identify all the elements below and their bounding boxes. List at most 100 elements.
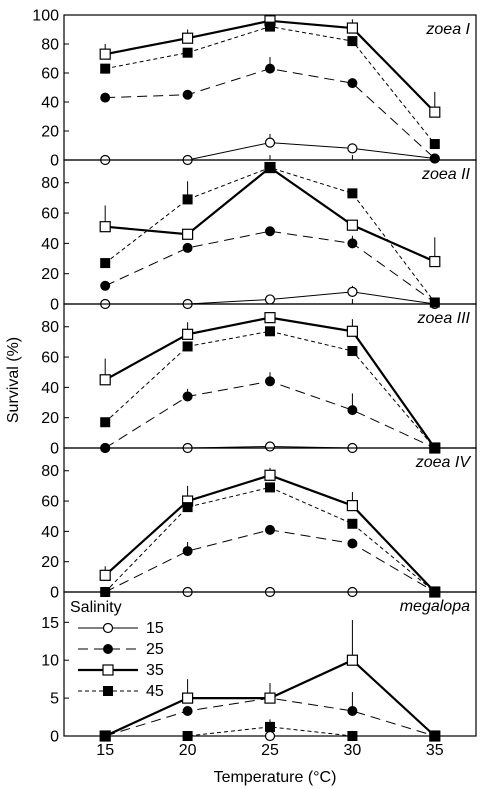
y-axis-title: Survival (%) bbox=[5, 337, 22, 423]
data-point-25 bbox=[429, 153, 440, 164]
y-tick-label: 10 bbox=[41, 653, 59, 670]
data-point-25 bbox=[347, 78, 358, 89]
data-point-25 bbox=[100, 92, 111, 103]
y-tick-label: 80 bbox=[41, 175, 59, 192]
panel-5: 0 5 10 15 megalopa bbox=[41, 591, 477, 746]
data-point-25 bbox=[100, 280, 111, 291]
y-tick-label: 0 bbox=[50, 729, 59, 746]
data-point-35 bbox=[182, 328, 194, 340]
data-point-35 bbox=[99, 221, 111, 233]
data-point-45 bbox=[182, 47, 193, 58]
data-point-35 bbox=[346, 219, 358, 231]
legend-label: 35 bbox=[146, 662, 164, 679]
x-tick-label: 20 bbox=[179, 742, 197, 759]
data-point-45 bbox=[182, 341, 193, 352]
data-point-25 bbox=[347, 538, 358, 549]
data-point-25 bbox=[182, 391, 193, 402]
data-point-45 bbox=[429, 297, 440, 308]
data-point-35 bbox=[99, 569, 111, 581]
data-point-25 bbox=[182, 89, 193, 100]
y-tick-label: 20 bbox=[41, 410, 59, 427]
data-point-15 bbox=[347, 286, 358, 297]
legend: Salinity 15 25 35 45 bbox=[70, 599, 164, 700]
data-point-45 bbox=[347, 731, 358, 741]
data-point-25 bbox=[347, 238, 358, 249]
data-point-35 bbox=[346, 22, 358, 34]
data-point-45 bbox=[347, 188, 358, 199]
y-tick-label: 80 bbox=[41, 463, 59, 480]
data-point-45 bbox=[100, 731, 111, 741]
data-point-35 bbox=[182, 32, 194, 44]
y-tick-label: 60 bbox=[41, 494, 59, 511]
series-line-45 bbox=[105, 726, 435, 737]
panel-3: 0 20 40 60 80 zoea III bbox=[41, 303, 477, 458]
data-point-15 bbox=[264, 294, 276, 305]
data-point-45 bbox=[265, 482, 275, 493]
x-tick-label: 25 bbox=[261, 742, 279, 759]
data-point-35 bbox=[264, 692, 276, 704]
data-point-45 bbox=[265, 326, 275, 337]
y-tick-label: 15 bbox=[41, 615, 59, 632]
legend-label: 25 bbox=[146, 641, 164, 658]
y-tick-label: 20 bbox=[41, 266, 59, 283]
y-tick-label: 0 bbox=[50, 297, 59, 314]
data-point-25 bbox=[265, 524, 275, 535]
y-tick-label: 0 bbox=[50, 441, 59, 458]
data-point-25 bbox=[182, 546, 193, 557]
data-point-35 bbox=[346, 654, 358, 666]
data-point-15 bbox=[264, 441, 276, 452]
panel-title: zoea I bbox=[425, 21, 470, 38]
data-point-45 bbox=[347, 36, 358, 47]
y-tick-label: 60 bbox=[41, 66, 59, 83]
data-point-25 bbox=[182, 242, 193, 253]
data-point-25 bbox=[265, 226, 275, 237]
data-point-45 bbox=[100, 417, 111, 428]
data-point-25 bbox=[265, 376, 275, 387]
legend-marker-25 bbox=[103, 644, 113, 654]
legend-label: 45 bbox=[146, 683, 164, 700]
x-tick-label: 35 bbox=[426, 742, 444, 759]
y-tick-label: 40 bbox=[41, 524, 59, 541]
data-point-35 bbox=[264, 312, 276, 324]
panel-2: 0 20 40 60 80 zoea II bbox=[41, 159, 477, 314]
data-point-15 bbox=[264, 137, 276, 148]
y-tick-label: 40 bbox=[41, 236, 59, 253]
legend-title: Salinity bbox=[70, 599, 122, 616]
y-tick-label: 80 bbox=[41, 319, 59, 336]
y-tick-label: 80 bbox=[41, 37, 59, 54]
data-point-45 bbox=[429, 139, 440, 150]
data-point-45 bbox=[429, 731, 440, 741]
data-point-15 bbox=[264, 730, 276, 742]
data-point-35 bbox=[429, 106, 441, 118]
series-line-25 bbox=[104, 230, 436, 303]
data-point-35 bbox=[182, 228, 194, 240]
y-tick-label: 60 bbox=[41, 206, 59, 223]
y-tick-label: 0 bbox=[50, 153, 59, 170]
data-point-25 bbox=[182, 705, 193, 716]
legend-marker-45 bbox=[103, 686, 113, 696]
x-tick-label: 30 bbox=[344, 742, 362, 759]
y-tick-label: 40 bbox=[41, 95, 59, 112]
data-point-35 bbox=[346, 325, 358, 337]
y-tick-label: 20 bbox=[41, 554, 59, 571]
data-point-45 bbox=[100, 258, 111, 269]
data-point-25 bbox=[347, 705, 358, 716]
panel-1: 0 20 40 60 80 100 zoea I bbox=[32, 8, 477, 170]
series-line-25 bbox=[104, 380, 436, 449]
data-point-35 bbox=[99, 48, 111, 60]
panel-4: 0 20 40 60 80 zoea IV bbox=[41, 447, 477, 602]
panel-title: zoea III bbox=[417, 310, 471, 327]
y-tick-label: 20 bbox=[41, 124, 59, 141]
y-tick-label: 0 bbox=[50, 585, 59, 602]
data-point-35 bbox=[99, 374, 111, 386]
data-point-45 bbox=[265, 21, 275, 32]
series-line-35 bbox=[105, 166, 436, 263]
data-point-45 bbox=[265, 721, 275, 732]
data-point-35 bbox=[429, 255, 441, 268]
x-tick-label: 15 bbox=[96, 742, 114, 759]
y-tick-label: 100 bbox=[32, 8, 59, 25]
y-tick-label: 5 bbox=[50, 691, 59, 708]
x-axis-title: Temperature (°C) bbox=[214, 769, 337, 786]
